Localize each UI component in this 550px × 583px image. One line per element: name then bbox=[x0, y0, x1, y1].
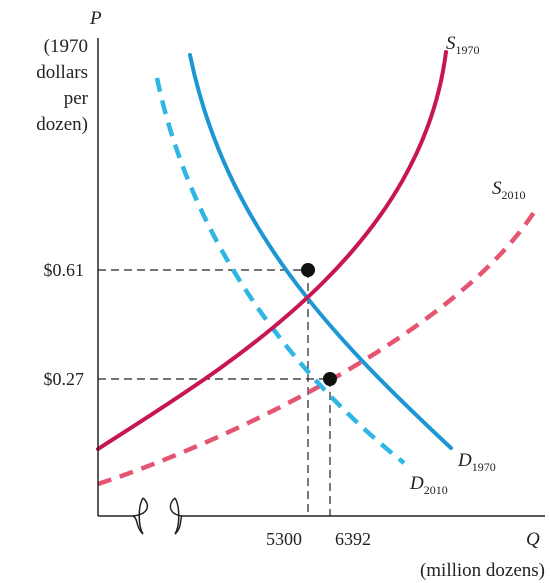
y-axis-unit-line-1: (1970 bbox=[44, 36, 88, 57]
x-axis-break-icon bbox=[132, 497, 183, 535]
x-tick-label-6392: 6392 bbox=[335, 529, 371, 549]
y-tick-label-027: $0.27 bbox=[44, 369, 85, 389]
supply-curve-1970 bbox=[96, 50, 448, 451]
label-d2010: D2010 bbox=[409, 473, 448, 497]
equilibrium-point-2010 bbox=[323, 372, 337, 386]
y-axis-symbol: P bbox=[89, 8, 102, 29]
x-axis-symbol: Q bbox=[526, 529, 540, 550]
x-axis-unit: (million dozens) bbox=[420, 560, 545, 581]
demand-curve-1970 bbox=[188, 53, 453, 450]
supply-curve-2010 bbox=[97, 207, 538, 487]
x-tick-label-5300: 5300 bbox=[266, 529, 302, 549]
y-tick-label-061: $0.61 bbox=[44, 260, 85, 280]
y-axis-unit-line-4: dozen) bbox=[36, 114, 88, 135]
label-s1970: S1970 bbox=[446, 33, 480, 57]
y-axis-unit-line-2: dollars bbox=[36, 62, 88, 83]
demand-curve-2010 bbox=[154, 77, 406, 465]
y-axis-unit-line-3: per bbox=[64, 88, 89, 109]
equilibrium-point-1970 bbox=[301, 263, 315, 277]
label-s2010: S2010 bbox=[492, 178, 526, 202]
label-d1970: D1970 bbox=[457, 450, 496, 474]
